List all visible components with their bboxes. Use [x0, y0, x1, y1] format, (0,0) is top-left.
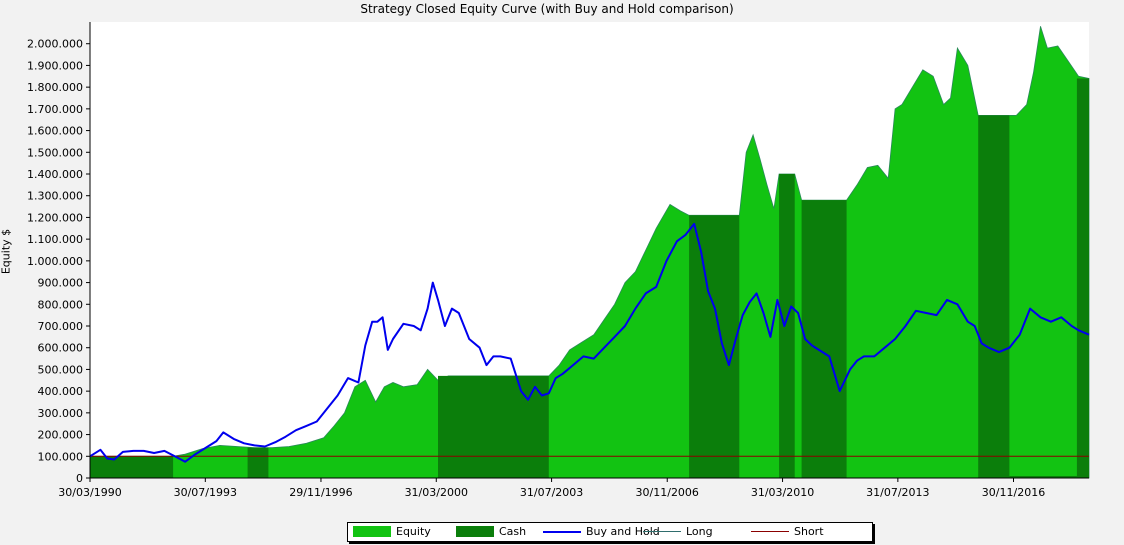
- y-tick-label: 1.600.000: [27, 125, 83, 138]
- equity-chart: 0 100.000 200.000 300.000 400.000 500.000 600.…: [27, 22, 1090, 499]
- legend-swatch-short: [751, 531, 789, 532]
- chart-title: Strategy Closed Equity Curve (with Buy a…: [360, 2, 734, 16]
- y-tick-label: 1.400.000: [27, 168, 83, 181]
- cash-block: [247, 447, 269, 478]
- cash-block: [978, 115, 1010, 479]
- y-tick-label: 700.000: [38, 320, 84, 333]
- y-tick-label: 500.000: [38, 363, 84, 376]
- x-tick-label: 30/03/1990: [58, 486, 121, 499]
- x-tick-label: 31/03/2000: [405, 486, 468, 499]
- y-tick-label: 2.000.000: [27, 38, 83, 51]
- buy-and-hold-line-layer: [89, 222, 1090, 463]
- legend-swatch-buy-and-hold: [543, 531, 581, 533]
- y-tick-label: 1.700.000: [27, 103, 83, 116]
- legend-label-cash: Cash: [499, 525, 527, 538]
- y-tick-label: 1.100.000: [27, 233, 83, 246]
- x-tick-label: 31/07/2013: [866, 486, 929, 499]
- y-tick-label: 400.000: [38, 385, 84, 398]
- y-tick-label: 1.900.000: [27, 59, 83, 72]
- legend-label-equity: Equity: [396, 525, 431, 538]
- x-tick-label: 30/11/2006: [636, 486, 699, 499]
- cash-block: [689, 215, 740, 479]
- cash-area-layer: [90, 78, 1089, 479]
- cash-block: [90, 456, 174, 478]
- cash-block: [438, 375, 549, 478]
- y-tick-label: 300.000: [38, 407, 84, 420]
- chart-legend: Equity Cash Buy and Hold Long Short: [347, 522, 873, 542]
- buy-and-hold-line: [89, 222, 1090, 463]
- x-tick-label: 31/07/2003: [520, 486, 583, 499]
- cash-block: [779, 174, 795, 478]
- axes-layer: [89, 22, 1089, 479]
- cash-block: [801, 200, 847, 478]
- y-tick-label: 1.800.000: [27, 81, 83, 94]
- legend-label-long: Long: [686, 525, 713, 538]
- y-tick-label: 1.000.000: [27, 255, 83, 268]
- x-tick-labels: 30/03/1990 30/07/1993 29/11/1996 31/03/2000…: [58, 478, 1045, 499]
- y-tick-label: 900.000: [38, 277, 84, 290]
- y-tick-label: 0: [76, 472, 83, 485]
- y-tick-labels: 0 100.000 200.000 300.000 400.000 500.000 600.…: [27, 38, 90, 485]
- legend-swatch-equity: [353, 526, 391, 537]
- y-tick-label: 600.000: [38, 342, 84, 355]
- y-tick-label: 100.000: [38, 450, 84, 463]
- legend-label-short: Short: [794, 525, 824, 538]
- legend-swatch-cash: [456, 526, 494, 537]
- x-tick-label: 31/03/2010: [751, 486, 814, 499]
- y-tick-label: 1.200.000: [27, 211, 83, 224]
- legend-swatch-long: [643, 531, 681, 532]
- y-tick-label: 1.500.000: [27, 146, 83, 159]
- cash-block: [1076, 78, 1089, 478]
- y-tick-label: 800.000: [38, 298, 84, 311]
- x-tick-label: 30/07/1993: [174, 486, 237, 499]
- x-tick-label: 29/11/1996: [289, 486, 352, 499]
- y-tick-label: 1.300.000: [27, 190, 83, 203]
- cash-block: [1009, 476, 1077, 478]
- x-tick-label: 30/11/2016: [982, 486, 1045, 499]
- legend-label-buy-and-hold: Buy and Hold: [586, 525, 660, 538]
- y-tick-label: 200.000: [38, 429, 84, 442]
